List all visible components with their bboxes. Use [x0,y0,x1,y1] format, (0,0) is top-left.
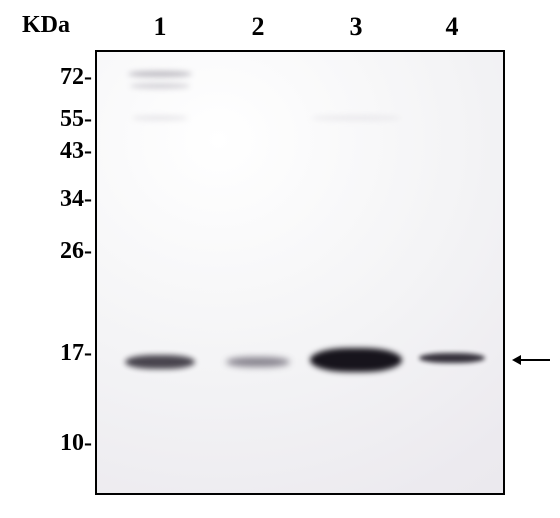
mw-marker-10: 10- [60,430,92,457]
band [130,84,190,89]
mw-marker-26: 26- [60,238,92,265]
band [132,116,188,121]
band [311,116,401,121]
band [310,348,402,372]
kda-axis-label: KDa [22,12,70,39]
lane-label-3: 3 [350,12,363,42]
band [128,71,192,77]
target-band-arrow-icon [512,349,560,371]
lane-label-2: 2 [252,12,265,42]
mw-marker-34: 34- [60,186,92,213]
western-blot-figure: { "figure": { "type": "western-blot", "c… [0,0,560,518]
lane-label-1: 1 [154,12,167,42]
band [125,355,195,369]
mw-marker-55: 55- [60,106,92,133]
mw-marker-72: 72- [60,64,92,91]
mw-marker-43: 43- [60,138,92,165]
band [419,353,485,363]
band [226,357,290,367]
lane-label-4: 4 [446,12,459,42]
mw-marker-17: 17- [60,340,92,367]
